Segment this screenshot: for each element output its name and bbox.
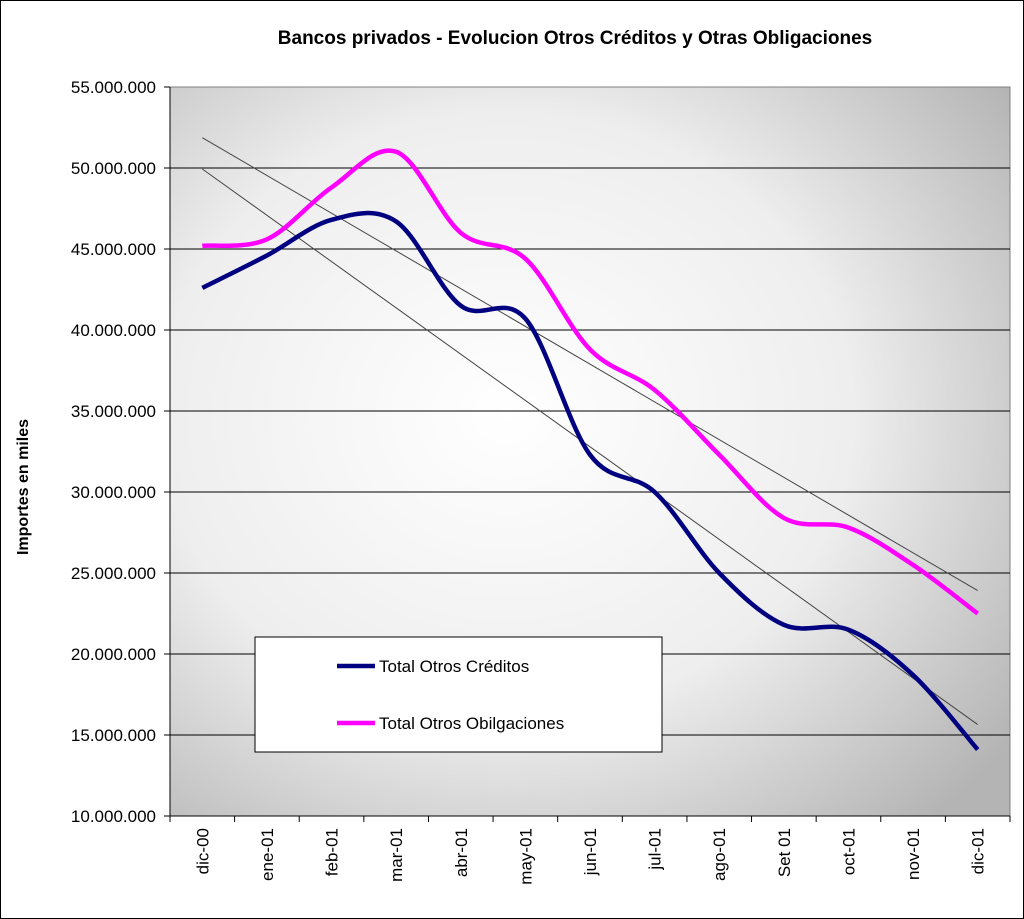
chart-title: Bancos privados - Evolucion Otros Crédit… bbox=[278, 28, 872, 49]
y-tick-label: 55.000.000 bbox=[71, 78, 156, 97]
y-tick-label: 25.000.000 bbox=[71, 564, 156, 583]
x-tick-label: Set 01 bbox=[775, 828, 794, 877]
y-tick-label: 45.000.000 bbox=[71, 240, 156, 259]
y-tick-label: 20.000.000 bbox=[71, 645, 156, 664]
y-tick-label: 40.000.000 bbox=[71, 321, 156, 340]
y-tick-label: 35.000.000 bbox=[71, 402, 156, 421]
x-tick-label: feb-01 bbox=[323, 828, 342, 876]
x-tick-label: abr-01 bbox=[452, 828, 471, 877]
series-line bbox=[202, 148, 980, 616]
y-tick-label: 50.000.000 bbox=[71, 159, 156, 178]
x-tick-label: dic-01 bbox=[969, 828, 988, 874]
legend-label: Total Otros Obilgaciones bbox=[379, 714, 564, 733]
x-tick-label: nov-01 bbox=[904, 828, 923, 880]
legend bbox=[254, 636, 663, 753]
y-tick-label: 10.000.000 bbox=[71, 807, 156, 826]
y-tick-label: 30.000.000 bbox=[71, 483, 156, 502]
y-axis-title: Importes en miles bbox=[15, 419, 32, 555]
legend-label: Total Otros Créditos bbox=[379, 657, 529, 676]
x-tick-label: mar-01 bbox=[387, 828, 406, 882]
series-line bbox=[201, 210, 980, 752]
x-tick-label: jun-01 bbox=[581, 828, 600, 876]
x-tick-label: oct-01 bbox=[839, 828, 858, 875]
x-tick-label: may-01 bbox=[516, 828, 535, 885]
x-tick-label: ene-01 bbox=[258, 828, 277, 881]
x-tick-label: ago-01 bbox=[710, 828, 729, 881]
x-tick-label: jul-01 bbox=[646, 828, 665, 871]
y-tick-label: 15.000.000 bbox=[71, 726, 156, 745]
trend-line bbox=[202, 137, 978, 592]
x-tick-label: dic-00 bbox=[193, 828, 212, 874]
